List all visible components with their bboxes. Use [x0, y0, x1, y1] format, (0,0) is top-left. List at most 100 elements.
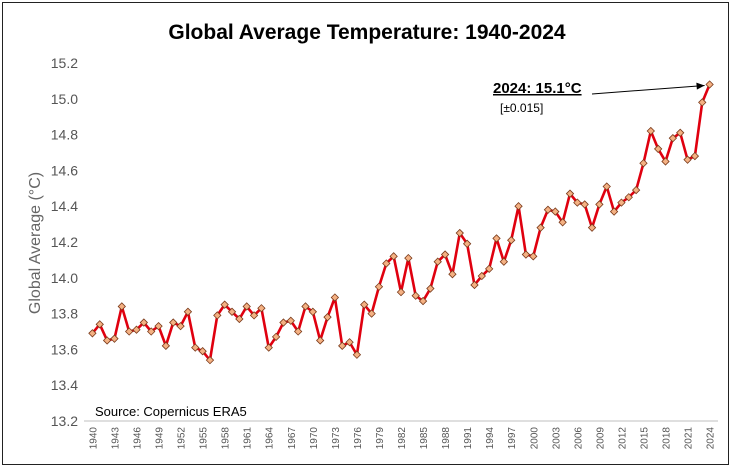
data-point	[587, 223, 597, 232]
x-tick-label: 1973	[331, 427, 342, 450]
data-point	[213, 311, 222, 320]
data-point	[88, 329, 97, 338]
y-tick-label: 14.2	[51, 234, 78, 250]
data-point	[293, 327, 303, 336]
data-point	[330, 293, 340, 302]
data-point	[558, 218, 567, 227]
data-markers	[88, 80, 714, 365]
data-point	[301, 302, 310, 311]
y-tick-label: 14.4	[51, 198, 78, 214]
x-tick-label: 1988	[441, 427, 452, 450]
x-tick-label: 1958	[221, 427, 232, 450]
data-point	[271, 332, 281, 342]
x-tick-label: 1997	[507, 427, 518, 450]
data-point	[653, 144, 663, 154]
data-point	[323, 313, 332, 322]
data-point	[220, 300, 229, 309]
x-tick-label: 1991	[463, 427, 474, 450]
data-point	[440, 250, 450, 259]
data-point	[264, 343, 273, 352]
data-point	[514, 202, 523, 211]
data-point	[389, 252, 398, 261]
data-point	[279, 318, 288, 327]
x-tick-label: 1967	[287, 427, 298, 450]
data-point	[485, 264, 494, 274]
data-point	[521, 250, 531, 259]
data-point	[316, 336, 325, 345]
chart-frame	[2, 2, 729, 465]
data-point	[396, 287, 406, 297]
x-tick-label: 1976	[353, 427, 364, 450]
data-point	[411, 291, 420, 300]
data-point	[631, 185, 641, 195]
annotation-arrow	[591, 84, 705, 95]
data-point	[551, 207, 560, 216]
data-point	[470, 280, 479, 290]
x-tick-label: 2012	[617, 427, 628, 450]
data-point	[249, 311, 259, 320]
data-point	[198, 347, 207, 356]
data-point	[646, 126, 655, 136]
data-point	[338, 341, 347, 350]
data-point	[360, 300, 369, 309]
y-axis-ticks: 13.2 13.4 13.6 13.8 14.0 14.2 14.4 14.6 14.8 15.0…	[51, 55, 78, 429]
x-tick-label: 1943	[110, 427, 121, 450]
annotation-label: 2024: 15.1°C	[493, 80, 582, 97]
data-point	[529, 252, 538, 261]
y-axis-label: Global Average (°C)	[27, 172, 44, 314]
data-point	[705, 80, 714, 89]
data-point	[683, 155, 692, 164]
x-tick-label: 2021	[684, 427, 695, 450]
x-tick-label: 1946	[132, 427, 143, 450]
data-point	[124, 327, 134, 336]
data-point	[308, 307, 317, 316]
data-point	[367, 309, 376, 318]
annotation-arrowhead	[696, 82, 705, 90]
y-tick-label: 14.8	[51, 127, 78, 143]
data-point	[286, 316, 295, 325]
data-point	[448, 270, 457, 279]
data-point	[374, 282, 384, 291]
data-point	[668, 134, 678, 143]
data-point	[242, 302, 251, 311]
data-point	[602, 182, 611, 191]
data-point	[477, 271, 486, 281]
data-point	[455, 228, 464, 238]
y-tick-label: 15.2	[51, 55, 78, 71]
series-line	[91, 83, 711, 362]
data-point	[102, 336, 112, 345]
data-point	[676, 128, 685, 137]
data-point	[176, 321, 185, 331]
x-tick-label: 1982	[397, 427, 408, 450]
data-point	[95, 320, 104, 329]
data-point	[624, 193, 633, 202]
data-point	[154, 321, 163, 331]
data-point	[580, 200, 589, 209]
data-point	[169, 318, 178, 327]
data-point	[492, 234, 501, 243]
data-point	[345, 338, 354, 347]
data-point	[117, 302, 126, 311]
data-point	[698, 98, 707, 107]
x-tick-label: 2003	[551, 427, 562, 450]
annotation-sublabel: [±0.015]	[500, 101, 543, 115]
data-point	[235, 314, 244, 324]
x-tick-label: 2006	[573, 427, 584, 450]
data-point	[433, 257, 442, 266]
y-tick-label: 13.6	[51, 341, 78, 357]
data-point	[565, 189, 575, 198]
source-note: Source: Copernicus ERA5	[95, 404, 247, 419]
y-tick-label: 14.0	[51, 270, 78, 286]
y-tick-label: 13.2	[51, 413, 78, 429]
data-point	[147, 327, 156, 336]
data-point	[132, 325, 141, 334]
data-point	[661, 157, 670, 166]
data-point	[617, 198, 626, 207]
data-point	[462, 239, 472, 248]
data-point	[191, 343, 200, 352]
x-tick-label: 1955	[199, 427, 210, 450]
data-point	[257, 304, 266, 313]
data-point	[426, 284, 435, 293]
data-point	[639, 159, 648, 168]
y-tick-label: 13.4	[51, 377, 78, 393]
